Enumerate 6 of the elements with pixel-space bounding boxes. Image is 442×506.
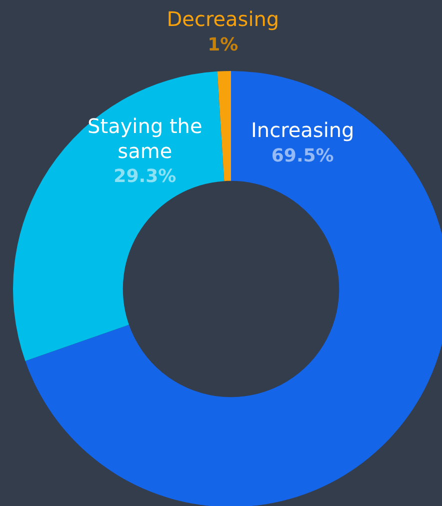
slice-label: Increasing — [250, 118, 354, 142]
slice-label: Staying the same — [88, 114, 202, 163]
data-label: 1% — [208, 34, 238, 56]
slice-label: Decreasing — [166, 6, 280, 31]
data-label: 29.3% — [114, 166, 176, 188]
data-label: 69.5% — [271, 146, 334, 167]
